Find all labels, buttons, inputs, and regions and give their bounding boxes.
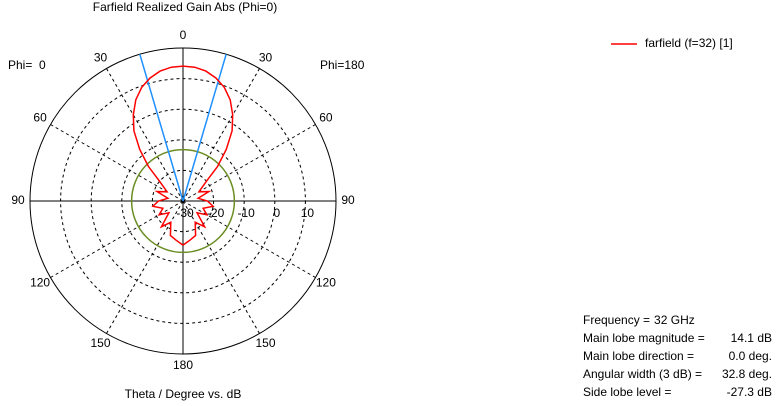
angle-tick-label: 90: [341, 193, 355, 207]
info-label: Main lobe direction =: [583, 349, 694, 363]
info-value: 14.1 dB: [731, 331, 772, 345]
beam-width-line: [182, 54, 227, 202]
angle-tick-label: 150: [255, 336, 275, 350]
r-tick-label: -30: [176, 206, 194, 220]
data-line: [132, 65, 234, 246]
angle-tick-label: 30: [259, 50, 273, 64]
info-value: -27.3 dB: [727, 385, 772, 399]
angle-tick-label: 180: [173, 358, 193, 372]
info-value: 32 GHz: [654, 313, 695, 327]
phi-right-label: Phi=180: [320, 58, 365, 72]
r-tick-label: 10: [301, 206, 315, 220]
info-label: Angular width (3 dB) =: [583, 367, 702, 381]
grid-spoke: [106, 68, 184, 202]
angle-tick-label: 120: [30, 276, 50, 290]
grid-spoke: [106, 200, 184, 334]
r-tick-label: 0: [273, 206, 280, 220]
angle-tick-label: 60: [319, 111, 333, 125]
legend-label: farfield (f=32) [1]: [645, 36, 733, 50]
grid-spoke: [182, 68, 260, 202]
info-label: Side lobe level =: [583, 385, 671, 399]
chart-title: Farfield Realized Gain Abs (Phi=0): [93, 0, 277, 14]
side-lobe-circle: [130, 148, 236, 254]
angle-tick-label: 30: [94, 50, 108, 64]
phi-left-label: Phi= 0: [8, 58, 46, 72]
info-value: 32.8 deg.: [722, 367, 772, 381]
r-tick-label: -10: [238, 206, 256, 220]
info-value: 0.0 deg.: [729, 349, 772, 363]
angle-tick-label: 0: [180, 28, 187, 42]
info-label: Frequency =: [583, 313, 650, 327]
angle-tick-label: 150: [90, 336, 110, 350]
grid-spoke: [50, 200, 184, 278]
grid-spoke: [182, 200, 260, 334]
grid-spoke: [182, 124, 316, 202]
x-axis-label: Theta / Degree vs. dB: [125, 387, 242, 401]
beam-width-line: [139, 54, 184, 202]
angle-tick-label: 120: [316, 276, 336, 290]
angle-tick-label: 60: [33, 111, 47, 125]
grid-spoke: [50, 124, 184, 202]
angle-tick-label: 90: [11, 193, 25, 207]
info-label: Main lobe magnitude =: [583, 331, 705, 345]
r-tick-label: -20: [207, 206, 225, 220]
